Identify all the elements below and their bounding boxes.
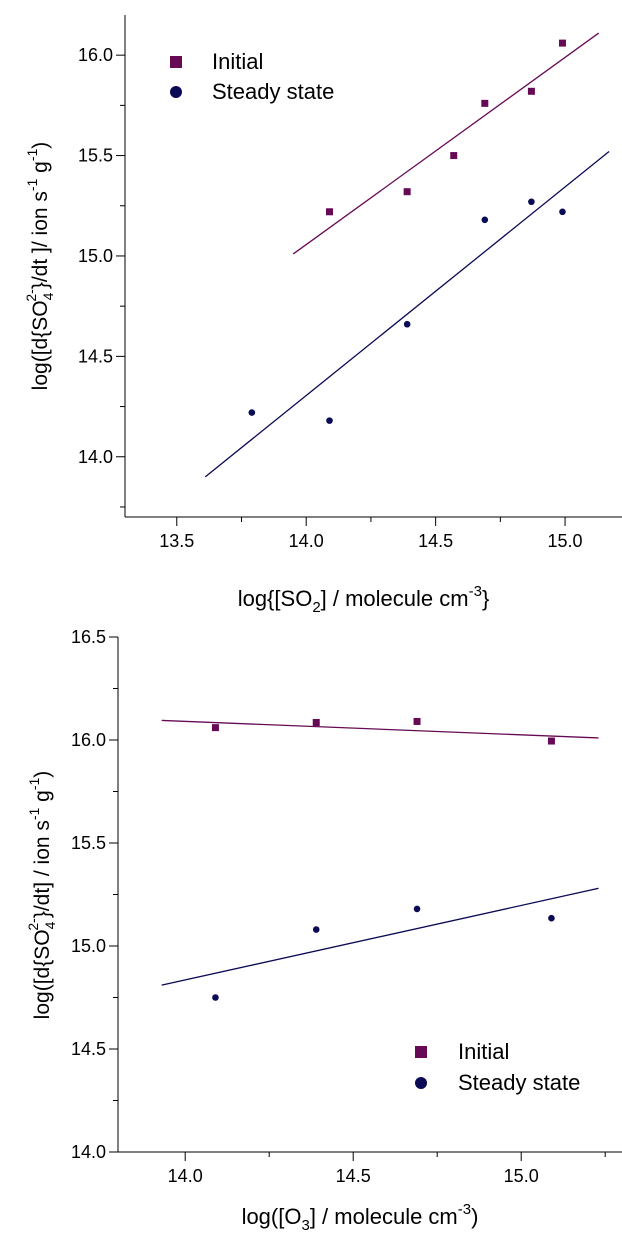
steady-state-fit-line [161, 887, 599, 986]
x-axis-label: log{[SO2] / molecule cm-3} [238, 583, 490, 616]
x-tick-label: 14.5 [418, 531, 453, 551]
legend-label: Steady state [458, 1070, 580, 1095]
initial-point [211, 724, 219, 732]
y-axis-label: log([d{SO42-}/dt] / ion s-1 g-1) [25, 771, 58, 1020]
y-tick-label: 14.0 [78, 447, 113, 467]
legend: Initial Steady state [170, 49, 334, 104]
steady-state-fit-line [204, 151, 610, 478]
initial-point [547, 737, 555, 745]
steady-state-point [528, 198, 535, 206]
chart-1: 13.5 14.0 14.5 15.0 14.0 14.5 15.0 15.5 16.0 log{… [23, 15, 622, 616]
y-tick-label: 16.5 [71, 627, 106, 647]
x-axis-label: log([O3] / molecule cm-3) [242, 1201, 479, 1234]
initial-fit-line [161, 719, 599, 739]
initial-point [312, 718, 320, 726]
steady-state-point [481, 216, 489, 224]
x-tick-label: 13.5 [159, 531, 194, 551]
legend-square-icon [170, 56, 182, 68]
initial-point [413, 717, 421, 725]
legend-circle-icon [170, 86, 182, 98]
y-tick-label: 15.5 [78, 146, 113, 166]
legend: Initial Steady state [415, 1039, 580, 1095]
y-tick-label: 15.0 [71, 936, 106, 956]
initial-point [450, 152, 458, 160]
steady-state-point [403, 320, 411, 328]
y-tick-label: 16.0 [71, 730, 106, 750]
y-tick-label: 14.0 [71, 1142, 106, 1162]
steady-state-point [248, 409, 256, 416]
chart-2: 14.0 14.5 15.0 14.0 14.5 15.0 15.5 16.0 16.5 log(… [25, 627, 622, 1234]
initial-point [403, 188, 411, 196]
y-tick-label: 15.5 [71, 833, 106, 853]
x-tick-label: 14.0 [168, 1166, 203, 1186]
y-tick-label: 15.0 [78, 246, 113, 266]
y-tick-label: 14.5 [78, 346, 113, 366]
initial-point [325, 208, 333, 216]
steady-state-point [212, 994, 219, 1001]
legend-label: Initial [212, 49, 263, 74]
legend-circle-icon [415, 1077, 427, 1089]
initial-fit-line [292, 32, 600, 255]
steady-state-point [326, 417, 333, 424]
x-tick-label: 15.0 [548, 531, 583, 551]
y-tick-label: 16.0 [78, 45, 113, 65]
legend-square-icon [415, 1046, 427, 1058]
legend-label: Initial [458, 1039, 509, 1064]
y-axis-label: log([d{SO42-}/dt ]/ ion s-1 g-1) [23, 142, 56, 391]
x-tick-label: 15.0 [504, 1166, 539, 1186]
y-tick-label: 14.5 [71, 1039, 106, 1059]
initial-point [481, 99, 489, 107]
legend-label: Steady state [212, 79, 334, 104]
x-tick-label: 14.0 [289, 531, 324, 551]
steady-state-point [413, 905, 421, 913]
initial-point [558, 39, 566, 47]
steady-state-point [548, 914, 555, 922]
steady-state-point [312, 926, 320, 933]
initial-point [527, 87, 535, 95]
x-tick-label: 14.5 [336, 1166, 371, 1186]
steady-state-point [559, 208, 566, 216]
